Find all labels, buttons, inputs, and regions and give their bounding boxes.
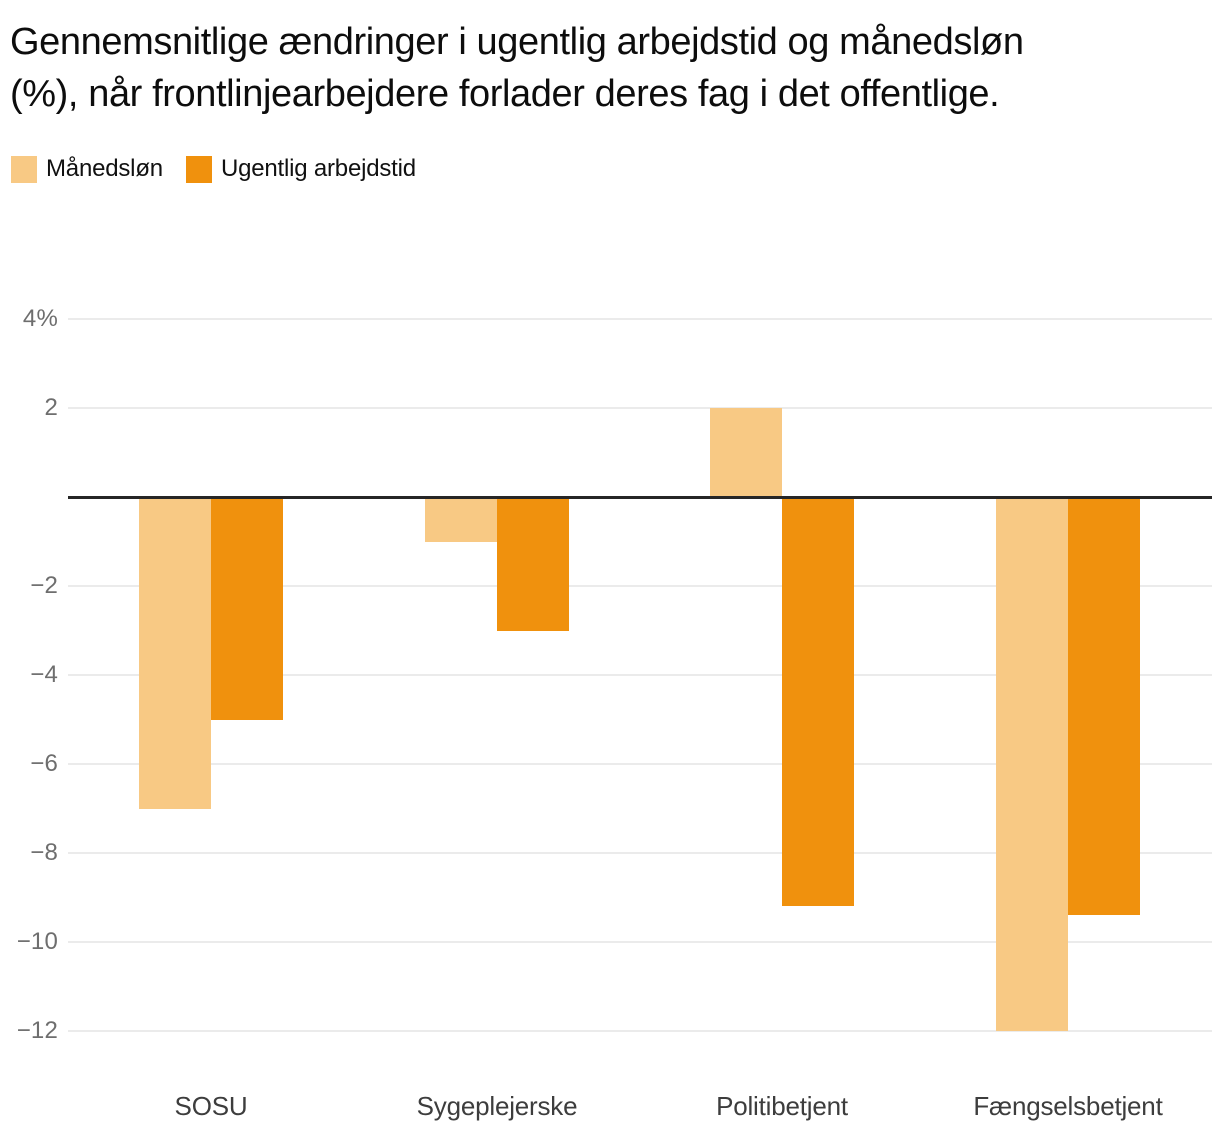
gridline bbox=[68, 1030, 1212, 1032]
x-axis-label: Politibetjent bbox=[716, 1091, 848, 1121]
bar bbox=[425, 497, 497, 542]
legend-swatch bbox=[11, 155, 37, 183]
bar bbox=[996, 497, 1068, 1031]
y-tick-label: −12 bbox=[16, 1017, 58, 1044]
gridline bbox=[68, 941, 1212, 943]
chart-title-line-2: (%), når frontlinjearbejdere forlader de… bbox=[10, 73, 1000, 115]
gridline bbox=[68, 674, 1212, 676]
zero-axis-line bbox=[68, 496, 1212, 499]
gridline bbox=[68, 585, 1212, 587]
gridline bbox=[68, 318, 1212, 320]
y-tick-label: −10 bbox=[16, 928, 58, 955]
legend-swatch bbox=[185, 155, 212, 183]
bar bbox=[211, 497, 283, 720]
chart-title-line-1: Gennemsnitlige ændringer i ugentlig arbe… bbox=[10, 21, 1024, 63]
bar bbox=[497, 497, 569, 631]
legend: Månedsløn Ugentlig arbejdstid bbox=[11, 155, 416, 183]
bar bbox=[782, 497, 854, 907]
y-tick-label: −4 bbox=[30, 661, 58, 688]
bar bbox=[139, 497, 211, 809]
y-tick-label: −6 bbox=[30, 750, 58, 777]
x-axis-label: Sygeplejerske bbox=[416, 1091, 578, 1121]
y-tick-label: −8 bbox=[30, 839, 58, 866]
x-axis-label: SOSU bbox=[174, 1091, 248, 1121]
y-tick-label: 4% bbox=[22, 305, 58, 332]
legend-label: Månedsløn bbox=[46, 155, 163, 182]
y-tick-label: −2 bbox=[30, 572, 58, 599]
legend-item: Ugentlig arbejdstid bbox=[185, 155, 416, 183]
y-tick-label: 2 bbox=[44, 394, 58, 421]
bar bbox=[710, 408, 782, 497]
gridline bbox=[68, 763, 1212, 765]
bar bbox=[1068, 497, 1140, 916]
gridline bbox=[68, 852, 1212, 854]
chart-title: Gennemsnitlige ændringer i ugentlig arbe… bbox=[10, 16, 1205, 120]
gridline bbox=[68, 407, 1212, 409]
x-axis-label: Fængselsbetjent bbox=[973, 1091, 1163, 1121]
legend-item: Månedsløn bbox=[11, 155, 163, 183]
legend-label: Ugentlig arbejdstid bbox=[220, 155, 416, 182]
